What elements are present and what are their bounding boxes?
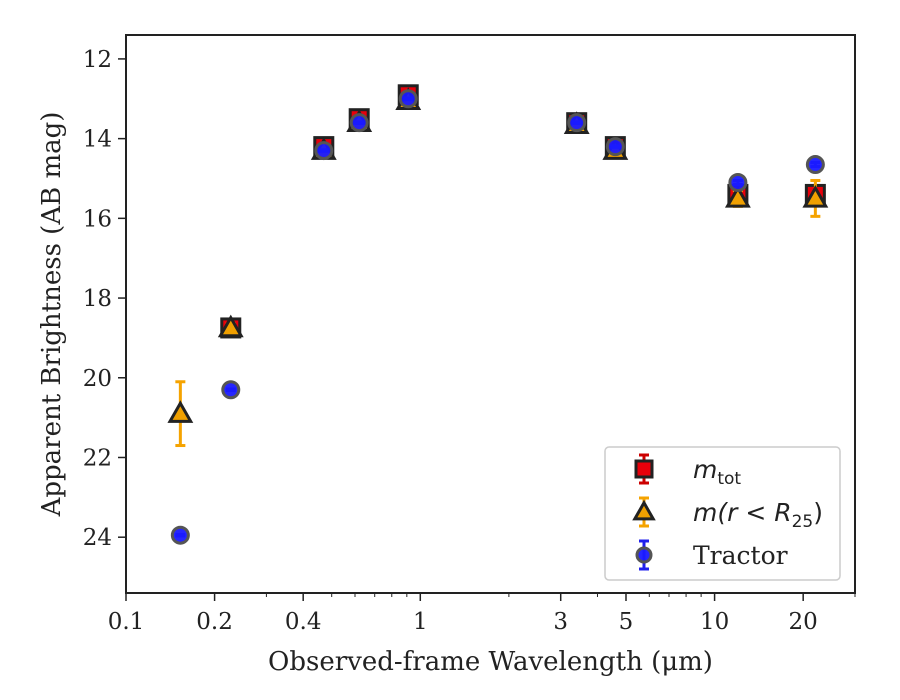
legend-label: m(r < R25) xyxy=(693,498,823,532)
x-tick-label: 20 xyxy=(789,609,818,635)
y-tick-label: 20 xyxy=(83,366,112,392)
axes: 0.1 0.2 0.4 1 3 5 10 20 12 14 16 18 20 22 24 xyxy=(83,34,856,635)
series-1 xyxy=(167,87,829,448)
y-tick-label: 14 xyxy=(83,127,112,153)
x-tick-label: 5 xyxy=(619,609,634,635)
y-tick-label: 12 xyxy=(83,47,112,73)
x-tick-label: 1 xyxy=(413,609,428,635)
series-0 xyxy=(220,84,826,339)
y-axis-label: Apparent Brightness (AB mag) xyxy=(37,112,67,518)
data-point xyxy=(349,113,369,133)
data-point xyxy=(170,525,190,545)
y-tick-label: 16 xyxy=(83,206,112,232)
y-tick-label: 22 xyxy=(83,445,112,471)
data-marks xyxy=(167,84,829,545)
data-point xyxy=(167,400,194,423)
data-point xyxy=(605,137,625,157)
legend-entry: Tractor xyxy=(635,539,788,571)
legend-label: mtot xyxy=(693,455,741,489)
x-axis-label: Observed-frame Wavelength (μm) xyxy=(268,647,713,677)
legend-marker xyxy=(634,459,654,479)
legend-marker xyxy=(635,546,653,564)
y-tick-label: 18 xyxy=(83,286,112,312)
legend-entry: m(r < R25) xyxy=(632,496,823,532)
y-tick-label: 24 xyxy=(83,525,112,551)
x-tick-label: 10 xyxy=(700,609,729,635)
data-point xyxy=(567,113,587,133)
legend-label: Tractor xyxy=(693,541,788,570)
x-tick-label: 0.2 xyxy=(196,609,233,635)
data-point xyxy=(802,185,829,208)
data-point xyxy=(805,155,825,175)
legend-marker xyxy=(632,499,656,521)
data-point xyxy=(724,185,751,208)
data-point xyxy=(398,89,418,109)
data-point xyxy=(217,314,244,338)
x-tick-label: 0.1 xyxy=(108,609,145,635)
plot-frame xyxy=(125,34,856,594)
legend-entry: mtot xyxy=(634,453,741,489)
data-point xyxy=(221,380,241,400)
series-2 xyxy=(170,89,825,545)
data-point xyxy=(728,172,748,192)
data-point xyxy=(314,141,334,161)
x-tick-label: 3 xyxy=(553,609,568,635)
legend-box xyxy=(604,446,841,581)
legend: mtot m(r < R25) Tractor xyxy=(604,446,841,581)
x-tick-label: 0.4 xyxy=(285,609,322,635)
